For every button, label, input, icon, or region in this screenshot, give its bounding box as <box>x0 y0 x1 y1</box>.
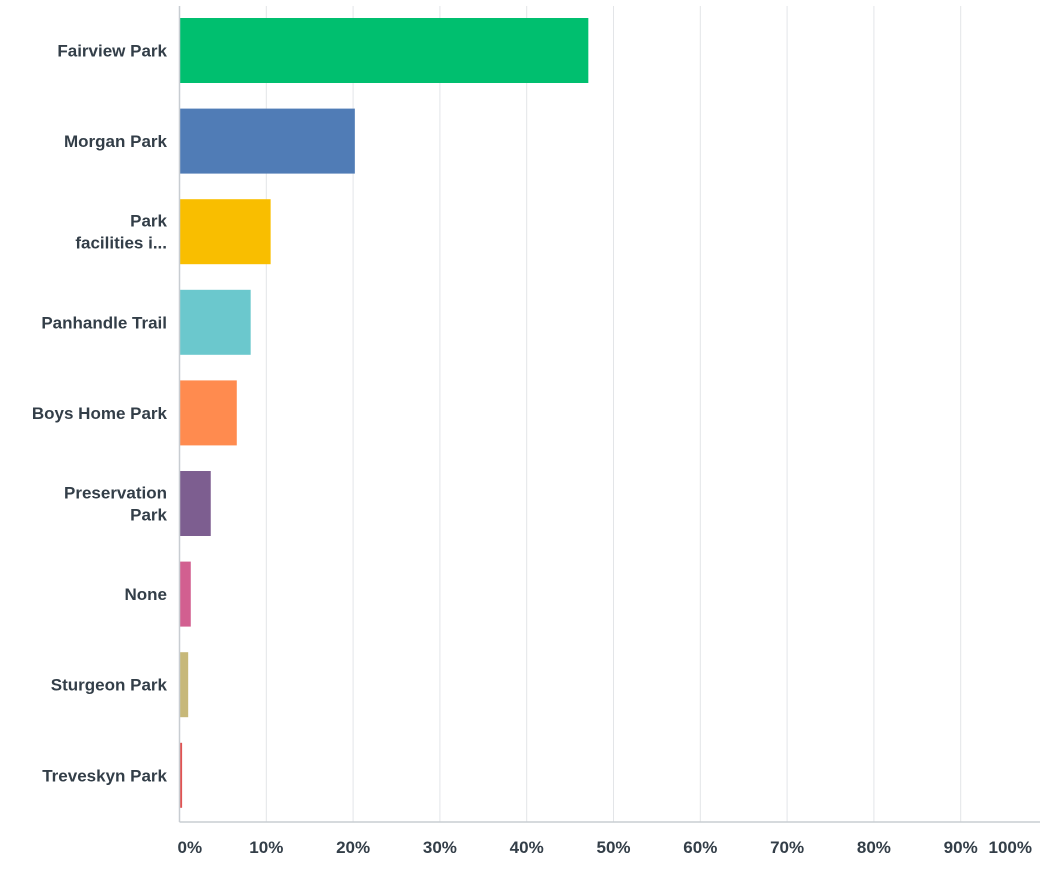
category-label: Preservation Park <box>64 484 168 525</box>
x-tick-label: 100% <box>989 838 1032 857</box>
category-label: Fairview Park <box>57 42 167 61</box>
category-label-line: Morgan Park <box>64 132 168 151</box>
x-tick-label: 70% <box>770 838 804 857</box>
category-label: Boys Home Park <box>32 404 168 423</box>
category-label: None <box>125 585 168 604</box>
axes <box>178 6 1040 823</box>
category-label-line: None <box>125 585 168 604</box>
bar <box>179 108 355 174</box>
x-tick-label: 90% <box>944 838 978 857</box>
category-label: Sturgeon Park <box>51 676 168 695</box>
x-tick-label: 80% <box>857 838 891 857</box>
bar <box>179 199 271 265</box>
category-label: Treveskyn Park <box>42 766 167 785</box>
category-label: Park facilities i... <box>75 212 167 253</box>
x-tick-label: 20% <box>336 838 370 857</box>
x-tick-labels: 0% 10% 20% 30% 40% 50% 60% 70% 80% 90% 100% <box>178 838 1033 857</box>
bar <box>179 471 211 536</box>
category-label-line: Preservation <box>64 484 167 503</box>
bar <box>179 380 237 446</box>
x-tick-label: 0% <box>178 838 203 857</box>
category-label-line: Sturgeon Park <box>51 676 168 695</box>
bar <box>179 652 189 718</box>
x-tick-label: 10% <box>249 838 283 857</box>
bar <box>179 18 589 83</box>
category-label-line: Park <box>130 212 167 231</box>
bars <box>179 18 589 808</box>
bar <box>179 561 191 627</box>
category-label-line: facilities i... <box>75 234 167 253</box>
category-label: Morgan Park <box>64 132 168 151</box>
category-label-line: Fairview Park <box>57 42 167 61</box>
bar <box>179 742 183 808</box>
category-label: Panhandle Trail <box>41 313 167 332</box>
category-label-line: Treveskyn Park <box>42 766 167 785</box>
category-label-line: Panhandle Trail <box>41 313 167 332</box>
category-label-line: Park <box>130 506 167 525</box>
x-tick-label: 60% <box>683 838 717 857</box>
x-tick-label: 30% <box>423 838 457 857</box>
category-label-line: Boys Home Park <box>32 404 168 423</box>
x-tick-label: 50% <box>596 838 630 857</box>
x-tick-label: 40% <box>510 838 544 857</box>
gridlines <box>265 6 962 822</box>
category-labels: Fairview Park Morgan Park Park facilities i… <box>32 42 168 786</box>
bar <box>179 289 251 355</box>
